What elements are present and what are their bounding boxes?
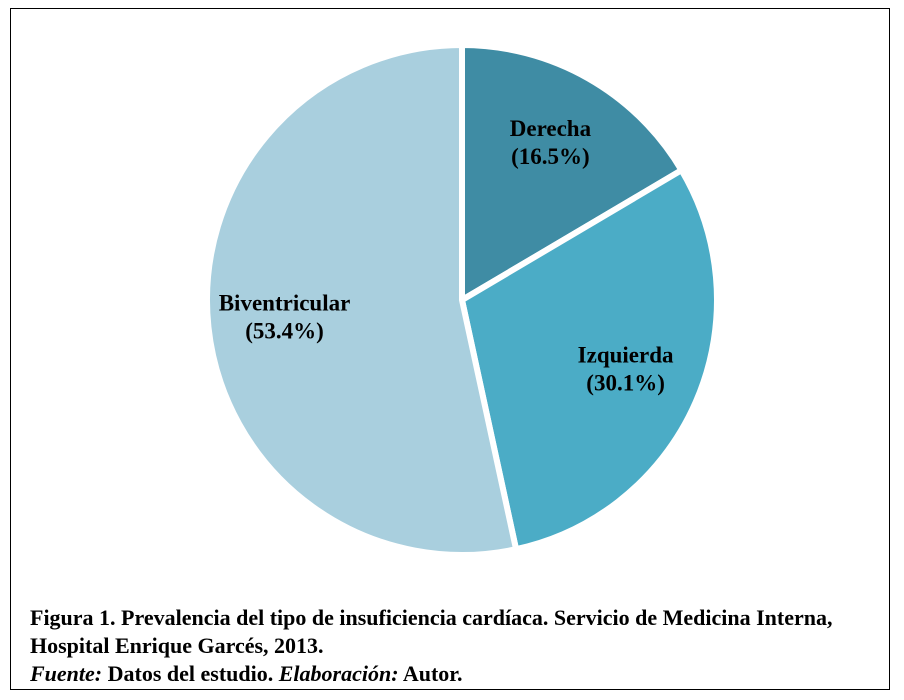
caption-title: Figura 1. Prevalencia del tipo de insufi…: [30, 605, 833, 658]
caption: Figura 1. Prevalencia del tipo de insufi…: [30, 604, 890, 688]
frame: [10, 8, 890, 690]
data-label: (53.4%): [245, 318, 324, 343]
source-text: Datos del estudio.: [107, 661, 274, 686]
pie-slice: [459, 41, 686, 306]
credit-text: Autor.: [402, 661, 463, 686]
source-label: Fuente:: [30, 661, 103, 686]
caption-source: Fuente: Datos del estudio. Elaboración: …: [30, 660, 890, 688]
pie-slice: [458, 166, 720, 553]
chart: Derecha (16.5%) Izquierda (30.1%) Biventricu…: [204, 41, 720, 558]
slice-label: Derecha: [510, 116, 592, 141]
data-label: (30.1%): [586, 371, 665, 396]
pie-slice: [204, 41, 520, 558]
credit-label: Elaboración:: [278, 661, 399, 686]
slice-label: Biventricular: [219, 290, 351, 315]
data-label: (16.5%): [511, 144, 590, 169]
slice-label: Izquierda: [578, 343, 674, 368]
